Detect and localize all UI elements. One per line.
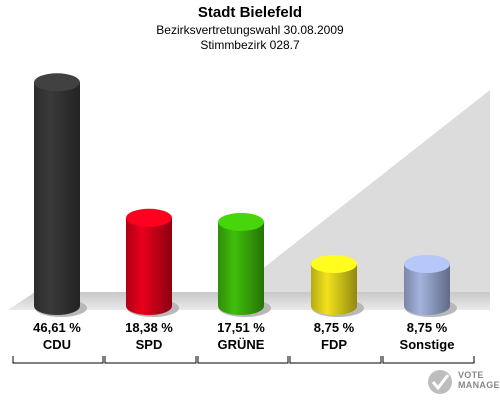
axis-bracket [289, 356, 382, 364]
category-label: SPD [135, 337, 163, 352]
chart-subtitle: Bezirksvertretungswahl 30.08.2009 [156, 23, 344, 37]
chart-title: Stadt Bielefeld [197, 4, 303, 21]
bar-body [218, 221, 264, 315]
axis-bracket [197, 356, 289, 364]
category-label: CDU [42, 337, 72, 352]
axis-bracket [382, 356, 475, 364]
value-label: 8,75 % [406, 320, 448, 335]
category-label: FDP [321, 337, 347, 352]
bar-top [126, 208, 172, 227]
category-axis [12, 356, 475, 364]
bar-grüne [218, 212, 271, 317]
category-label: GRÜNE [217, 337, 265, 352]
bar-body [404, 264, 450, 315]
axis-bracket [12, 356, 104, 364]
bars-group [34, 73, 457, 317]
backdrop-wall [5, 90, 490, 310]
category-label: Sonstige [399, 337, 455, 352]
bar-body [311, 264, 357, 315]
bar-spd [126, 208, 179, 317]
bar-sonstige [404, 255, 457, 317]
bar-body [34, 82, 80, 315]
axis-bracket [104, 356, 197, 364]
vote-manager-check-icon [428, 370, 452, 394]
bar-cdu [34, 73, 87, 317]
value-label: 8,75 % [313, 320, 355, 335]
bar-top [404, 255, 450, 273]
value-label: 46,61 % [33, 320, 81, 335]
bar-fdp [311, 255, 364, 317]
value-label: 18,38 % [125, 320, 173, 335]
bar-top [311, 255, 357, 273]
bar-body [126, 217, 172, 315]
value-label: 17,51 % [217, 320, 265, 335]
chart-district: Stimmbezirk 028.7 [200, 38, 300, 52]
vote-manager-logo: VOTEMANAGER [458, 370, 500, 390]
bar-top [218, 212, 264, 231]
bar-top [34, 73, 80, 92]
